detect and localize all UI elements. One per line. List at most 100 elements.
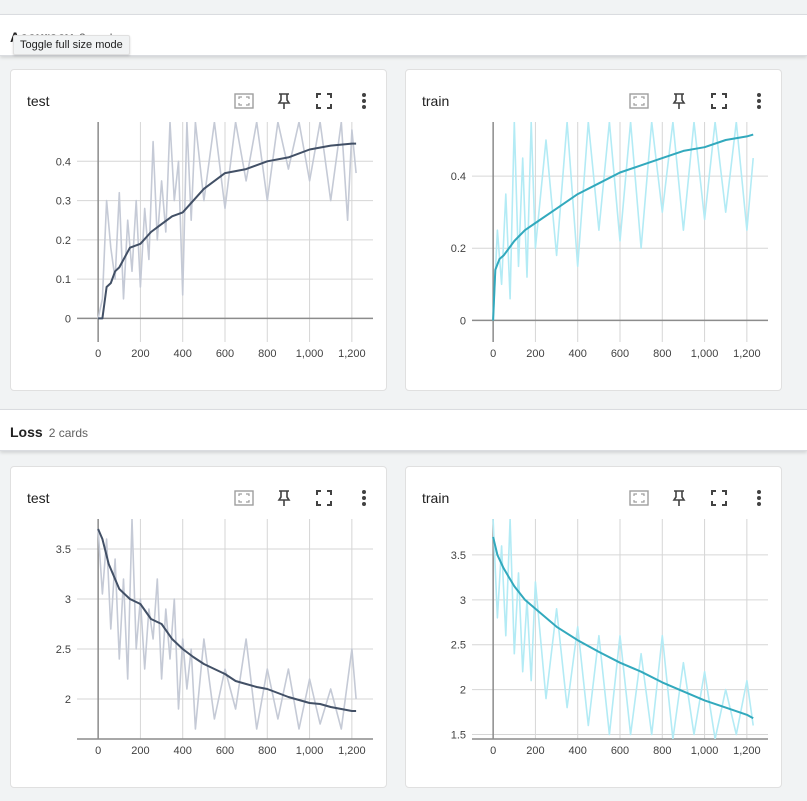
fit-domain-icon	[629, 490, 649, 506]
smoothed-series-line	[492, 536, 754, 720]
fit-domain-icon	[629, 93, 649, 109]
chart-svg: 0 200 400 600 800 1,000 1,200 1.5 2 2.5 3 3.5	[451, 519, 768, 757]
y-tick-label: 3	[65, 594, 71, 606]
x-tick-label: 800	[258, 745, 276, 757]
x-tick-label: 600	[611, 348, 629, 360]
x-tick-label: 800	[653, 745, 671, 757]
fit-domain-button[interactable]	[628, 487, 650, 509]
fit-domain-icon	[234, 93, 254, 109]
fullscreen-icon	[711, 490, 727, 506]
fullscreen-icon	[711, 93, 727, 109]
raw-series-line	[492, 122, 754, 321]
more-vert-button[interactable]	[353, 487, 375, 509]
x-tick-label: 0	[95, 745, 101, 757]
y-tick-label: 2	[460, 685, 466, 697]
y-tick-label: 0.3	[56, 196, 71, 208]
x-tick-label: 600	[611, 745, 629, 757]
chart-svg: 0 200 400 600 800 1,000 1,200 0 0.2 0.4	[451, 122, 768, 360]
pin-icon	[672, 93, 686, 109]
y-tick-label: 3	[460, 595, 466, 607]
more-vert-button[interactable]	[748, 90, 770, 112]
chart-svg: 0 200 400 600 800 1,000 1,200 0 0.1 0.2 0.3 0.4	[56, 122, 373, 360]
x-tick-label: 0	[490, 745, 496, 757]
x-tick-label: 1,200	[733, 348, 761, 360]
more-vert-icon	[757, 93, 761, 109]
more-vert-icon	[362, 93, 366, 109]
y-tick-label: 2.5	[56, 644, 71, 656]
fullscreen-button[interactable]	[708, 90, 730, 112]
raw-series-line	[97, 122, 357, 319]
group-card-count: 2 cards	[48, 426, 89, 440]
chart-title: train	[422, 93, 450, 109]
y-tick-label: 3.5	[451, 550, 466, 562]
pin-button[interactable]	[668, 90, 690, 112]
loss-group-header[interactable]: Loss 2 cards	[0, 409, 807, 451]
x-tick-label: 1,200	[733, 745, 761, 757]
x-tick-label: 400	[174, 348, 192, 360]
x-tick-label: 1,000	[691, 348, 719, 360]
x-tick-label: 1,200	[338, 745, 366, 757]
more-vert-icon	[757, 490, 761, 506]
chart-card: test 0 200 400 600 800 1,000 1,200 0 0.1 0.2 0.3 0.4	[10, 69, 387, 391]
fullscreen-button[interactable]	[313, 487, 335, 509]
fit-domain-button[interactable]	[233, 90, 255, 112]
y-tick-label: 0.2	[56, 235, 71, 247]
fullscreen-icon	[316, 490, 332, 506]
pin-button[interactable]	[273, 487, 295, 509]
fit-domain-button[interactable]	[233, 487, 255, 509]
x-tick-label: 200	[526, 745, 544, 757]
fullscreen-button[interactable]	[708, 487, 730, 509]
y-tick-label: 2	[65, 694, 71, 706]
chart-title: test	[27, 93, 50, 109]
y-tick-label: 0.4	[451, 171, 466, 183]
raw-series-line	[492, 519, 754, 739]
x-tick-label: 1,000	[691, 745, 719, 757]
chart-title: test	[27, 490, 50, 506]
x-tick-label: 600	[216, 348, 234, 360]
x-tick-label: 0	[95, 348, 101, 360]
x-tick-label: 400	[569, 745, 587, 757]
fit-domain-button[interactable]	[628, 90, 650, 112]
group-title-text: Loss	[10, 424, 43, 440]
x-tick-label: 1,200	[338, 348, 366, 360]
x-tick-label: 200	[526, 348, 544, 360]
chart-card: train 0 200 400 600 800 1,000 1,200 1.5 2 2.5 3 3.5	[405, 466, 782, 788]
x-tick-label: 1,000	[296, 745, 324, 757]
pin-icon	[672, 490, 686, 506]
chart-svg: 0 200 400 600 800 1,000 1,200 2 2.5 3 3.5	[56, 519, 373, 757]
raw-series-line	[97, 519, 357, 730]
pin-button[interactable]	[273, 90, 295, 112]
y-tick-label: 0	[460, 315, 466, 327]
x-tick-label: 200	[131, 348, 149, 360]
pin-icon	[277, 490, 291, 506]
x-tick-label: 600	[216, 745, 234, 757]
tooltip: Toggle full size mode	[13, 35, 130, 55]
pin-button[interactable]	[668, 487, 690, 509]
y-tick-label: 0.4	[56, 156, 71, 168]
smoothed-series-line	[98, 142, 357, 320]
x-tick-label: 400	[569, 348, 587, 360]
x-tick-label: 200	[131, 745, 149, 757]
x-tick-label: 0	[490, 348, 496, 360]
x-tick-label: 400	[174, 745, 192, 757]
x-tick-label: 800	[653, 348, 671, 360]
more-vert-button[interactable]	[353, 90, 375, 112]
smoothed-series-line	[492, 133, 754, 321]
chart-title: train	[422, 490, 450, 506]
group-title: Loss 2 cards	[10, 424, 88, 440]
y-tick-label: 0.2	[451, 243, 466, 255]
y-tick-label: 2.5	[451, 640, 466, 652]
fullscreen-button[interactable]	[313, 90, 335, 112]
chart-card: train 0 200 400 600 800 1,000 1,200 0 0.2 0.4	[405, 69, 782, 391]
y-tick-label: 1.5	[451, 730, 466, 742]
more-vert-icon	[362, 490, 366, 506]
y-tick-label: 3.5	[56, 544, 71, 556]
more-vert-button[interactable]	[748, 487, 770, 509]
y-tick-label: 0.1	[56, 274, 71, 286]
fullscreen-icon	[316, 93, 332, 109]
smoothed-series-line	[97, 528, 357, 712]
chart-card: test 0 200 400 600 800 1,000 1,200 2 2.5 3 3.5	[10, 466, 387, 788]
fit-domain-icon	[234, 490, 254, 506]
x-tick-label: 1,000	[296, 348, 324, 360]
x-tick-label: 800	[258, 348, 276, 360]
